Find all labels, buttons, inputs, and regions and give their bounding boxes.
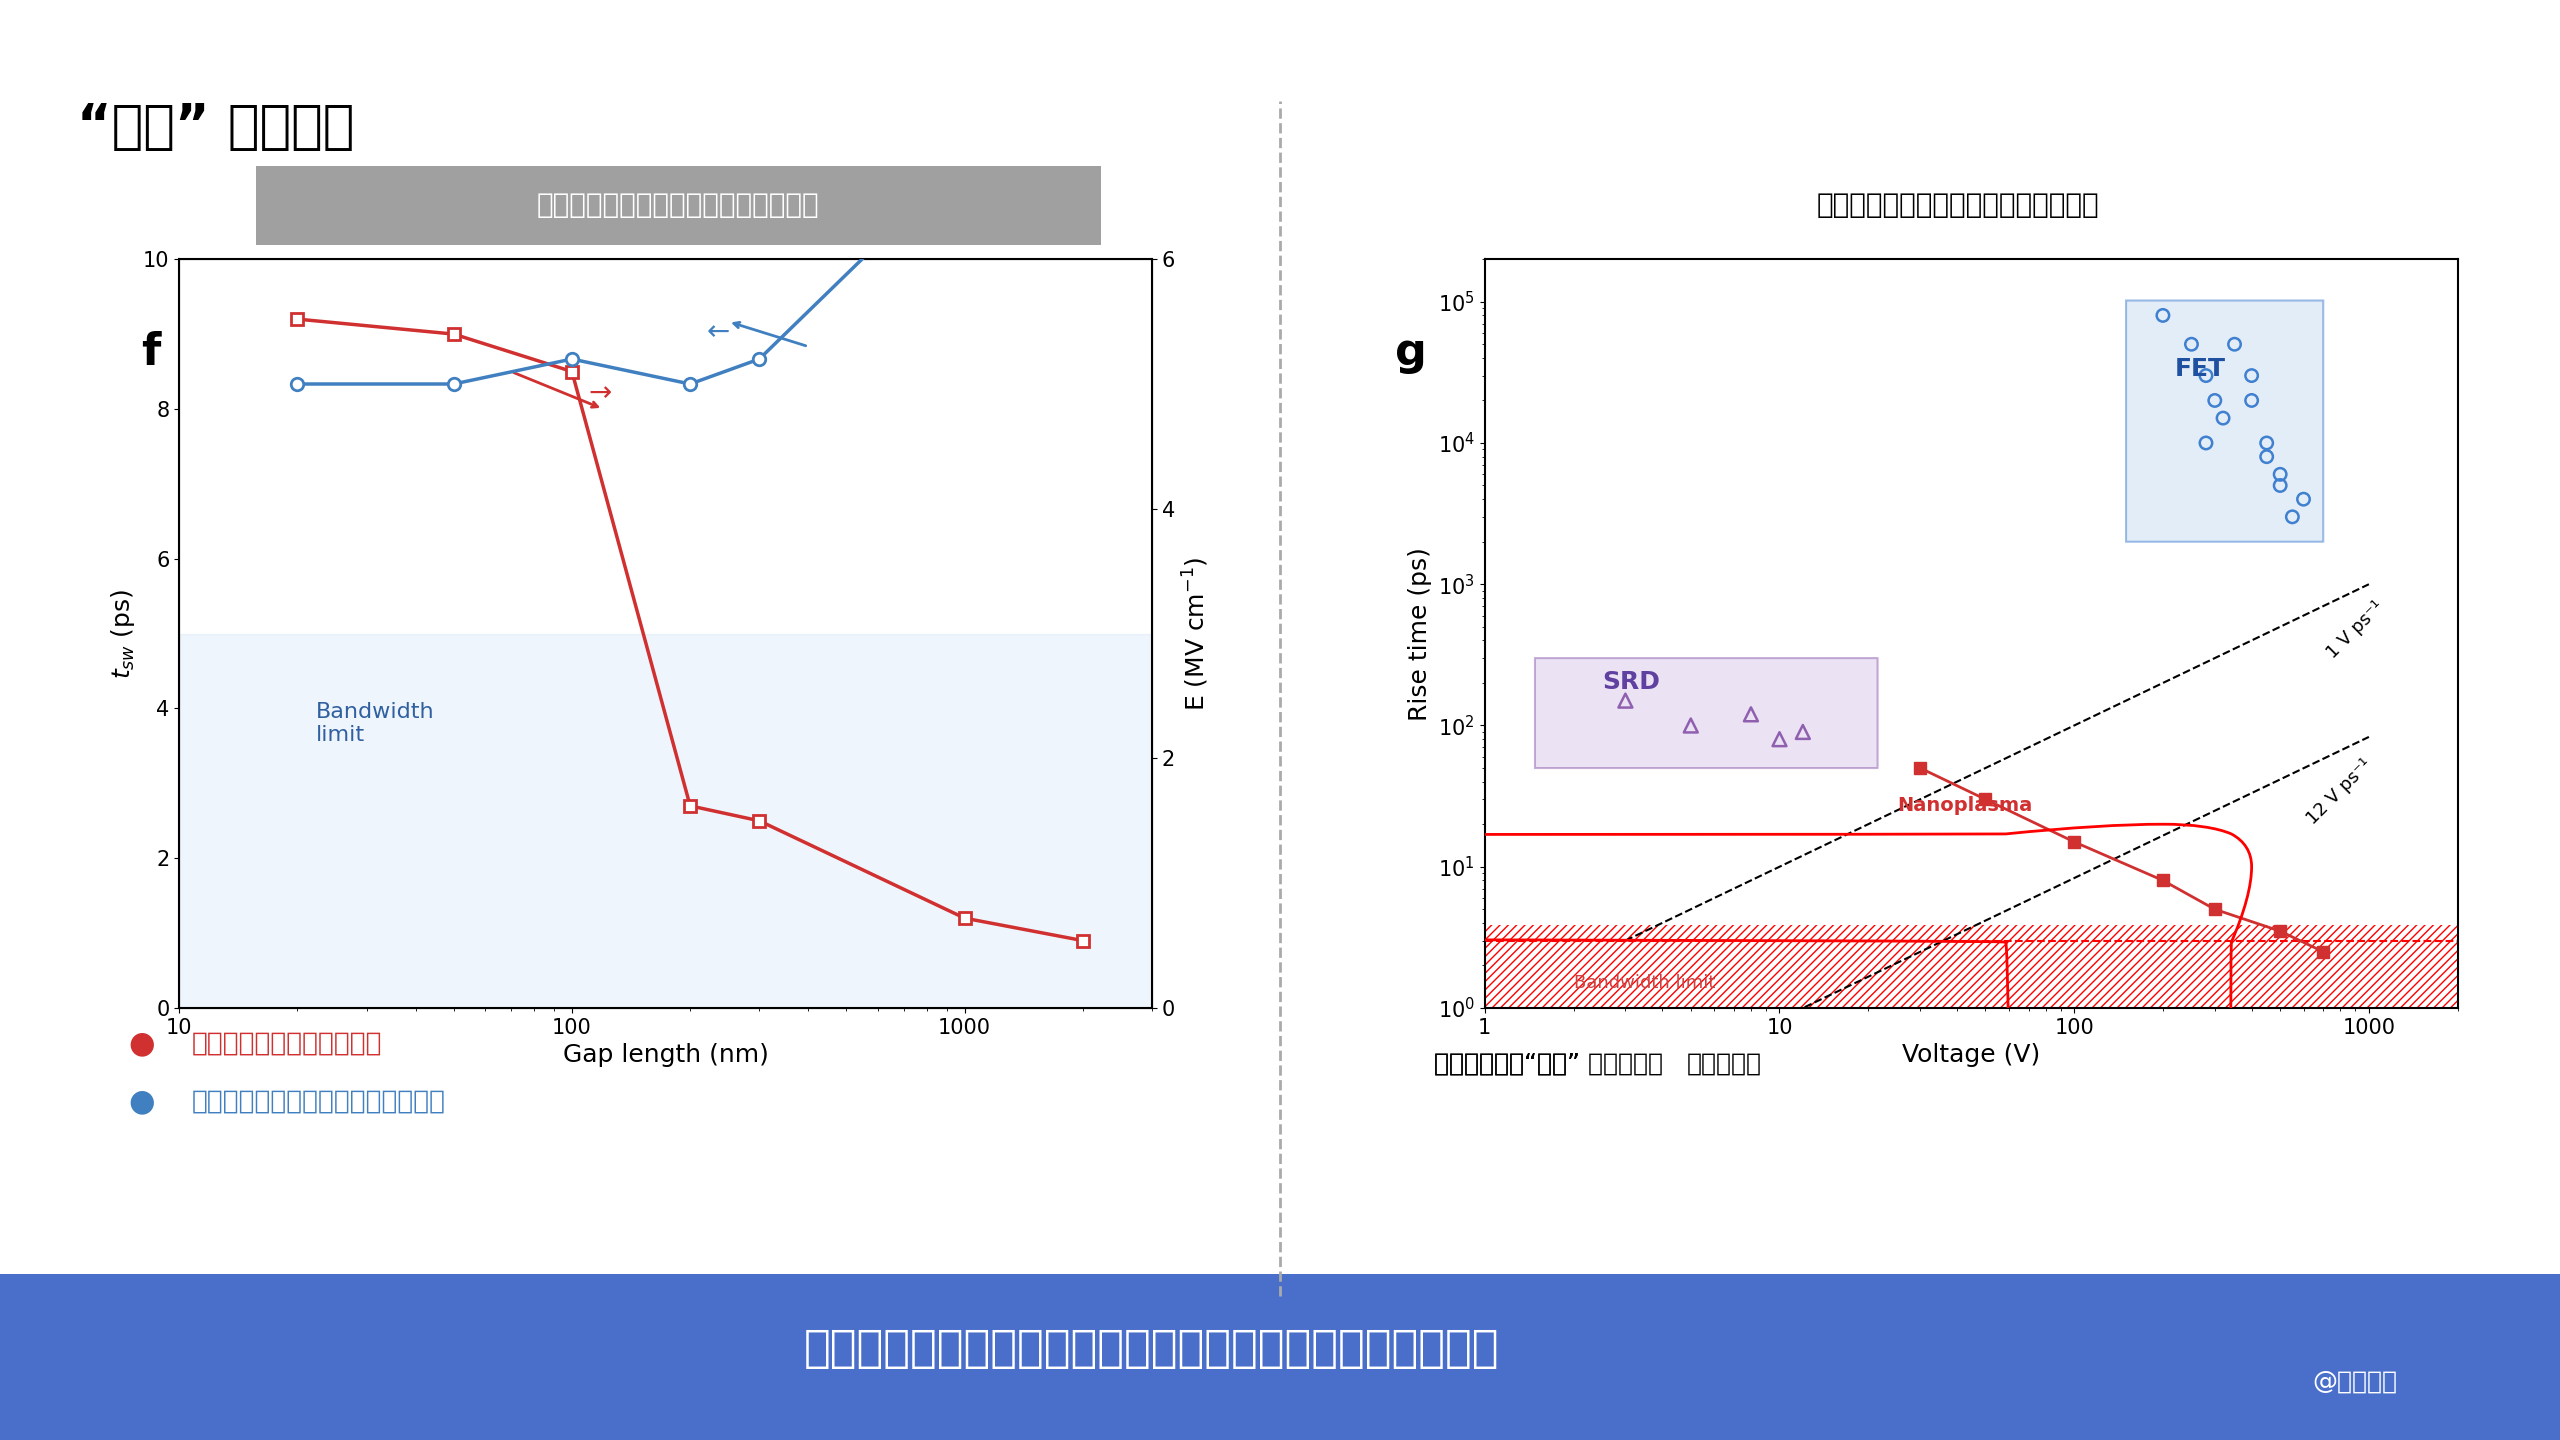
Point (2284, 488, 2324, 511)
Point (2214, 333, 2255, 356)
Y-axis label: Rise time (ps): Rise time (ps) (1408, 547, 1434, 720)
Text: 1 V ps⁻¹: 1 V ps⁻¹ (2324, 598, 2388, 662)
Point (1669, 714, 1710, 737)
Text: SRD: SRD (1603, 671, 1659, 694)
Text: 突破１极限: 突破１极限 (1687, 1051, 1761, 1076)
X-axis label: Gap length (nm): Gap length (nm) (563, 1043, 768, 1067)
Point (2194, 389, 2235, 412)
Text: ●: ● (128, 1030, 154, 1058)
Text: @氢能洞见: @氢能洞见 (2312, 1369, 2399, 1394)
Text: 纳米等离子体开关可实现更快的电子输运速度（开关读者）: 纳米等离子体开关可实现更快的电子输运速度（开关读者） (804, 1328, 1500, 1371)
X-axis label: Voltage (V): Voltage (V) (1902, 1043, 2040, 1067)
Text: FET: FET (2176, 357, 2227, 380)
Text: 电子开关速度随着电场的增大而更快: 电子开关速度随着电场的增大而更快 (192, 1089, 445, 1115)
Text: ←: ← (707, 318, 730, 346)
Text: 电场，电子开关速度与距离之间的关系: 电场，电子开关速度与距离之间的关系 (538, 192, 819, 219)
Text: 电场随着距离的扩大而减小: 电场随着距离的扩大而减小 (192, 1031, 381, 1057)
Text: Nanoplasma: Nanoplasma (1897, 795, 2033, 815)
Bar (179, 634, 1152, 1008)
Text: f: f (141, 331, 161, 374)
Point (2171, 333, 2212, 356)
Bar (1485, 924, 2458, 1008)
Y-axis label: E (MV cm$^{-1}$): E (MV cm$^{-1}$) (1180, 556, 1211, 711)
Y-axis label: $t_{sw}$ (ps): $t_{sw}$ (ps) (110, 589, 138, 678)
Point (2260, 474, 2301, 497)
Point (2232, 389, 2273, 412)
Text: Bandwidth
limit: Bandwidth limit (315, 701, 435, 744)
Point (1605, 690, 1646, 713)
Text: g: g (1395, 331, 1426, 374)
Point (1782, 720, 1823, 743)
Point (2260, 462, 2301, 485)
Point (2245, 432, 2286, 455)
Text: 纳米等离子体“材料”: 纳米等离子体“材料” (1434, 1051, 1587, 1076)
Text: Bandwidth limit: Bandwidth limit (1574, 973, 1715, 992)
Text: 纳米等离子体相较于传统半导体的优势: 纳米等离子体相较于传统半导体的优势 (1818, 192, 2099, 219)
Point (2186, 364, 2227, 387)
Point (2271, 505, 2312, 528)
Point (2245, 445, 2286, 468)
FancyBboxPatch shape (2125, 301, 2324, 541)
FancyBboxPatch shape (1536, 658, 1876, 768)
Point (2186, 432, 2227, 455)
Point (2232, 364, 2273, 387)
Text: ●: ● (128, 1087, 154, 1116)
Text: 12 V ps⁻¹: 12 V ps⁻¹ (2304, 756, 2376, 828)
Point (1759, 727, 1800, 750)
Point (2143, 304, 2184, 327)
Text: “材料” 性能表征: “材料” 性能表征 (77, 101, 353, 153)
Text: 纳米等离子体“材料” 突破１极限: 纳米等离子体“材料” 突破１极限 (1434, 1051, 1661, 1076)
Point (1731, 703, 1772, 726)
Text: →: → (589, 380, 612, 408)
Point (2202, 406, 2243, 429)
